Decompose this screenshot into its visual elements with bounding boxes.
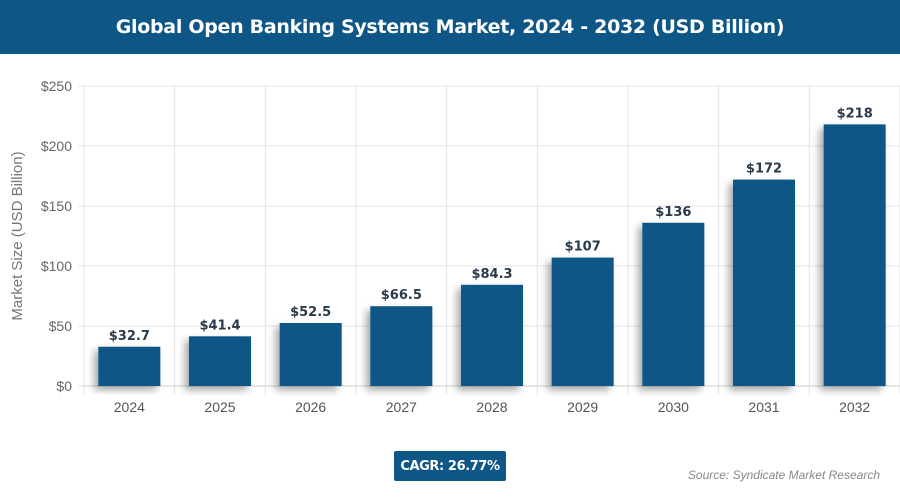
bar-2025 <box>189 336 251 386</box>
cagr-badge: CAGR: 26.77% <box>394 451 506 481</box>
data-label: $107 <box>565 240 601 255</box>
bar-2030 <box>642 222 705 386</box>
data-label: $84.3 <box>471 267 512 282</box>
chart-title: Global Open Banking Systems Market, 2024… <box>0 0 900 54</box>
bar-2031 <box>733 179 795 386</box>
bar-2026 <box>279 323 342 386</box>
y-tick-label: $150 <box>41 198 72 214</box>
y-tick-label: $0 <box>56 378 72 394</box>
y-tick-label: $50 <box>49 318 73 334</box>
x-tick-label: 2024 <box>114 399 145 415</box>
x-tick-label: 2029 <box>567 399 598 415</box>
x-tick-label: 2026 <box>295 399 326 415</box>
data-label: $136 <box>655 205 691 220</box>
data-label: $52.5 <box>290 305 331 320</box>
x-tick-label: 2025 <box>204 399 235 415</box>
source-note: Source: Syndicate Market Research <box>687 468 880 482</box>
y-axis-title: Market Size (USD Billion) <box>9 151 26 320</box>
bar-2029 <box>551 257 614 386</box>
y-tick-label: $200 <box>41 138 72 154</box>
bar-2028 <box>461 284 523 386</box>
bar-2024 <box>98 346 161 386</box>
data-label: $218 <box>837 106 873 121</box>
x-tick-label: 2032 <box>839 399 870 415</box>
x-tick-label: 2028 <box>476 399 507 415</box>
y-tick-label: $250 <box>41 78 72 94</box>
data-label: $66.5 <box>381 288 422 303</box>
x-tick-label: 2031 <box>748 399 779 415</box>
data-label: $41.4 <box>199 318 240 333</box>
bar-2032 <box>823 124 886 387</box>
y-tick-label: $100 <box>41 258 72 274</box>
bar-2027 <box>370 306 433 386</box>
x-tick-label: 2027 <box>386 399 417 415</box>
data-label: $172 <box>746 162 782 177</box>
x-tick-label: 2030 <box>658 399 689 415</box>
data-label: $32.7 <box>109 329 150 344</box>
